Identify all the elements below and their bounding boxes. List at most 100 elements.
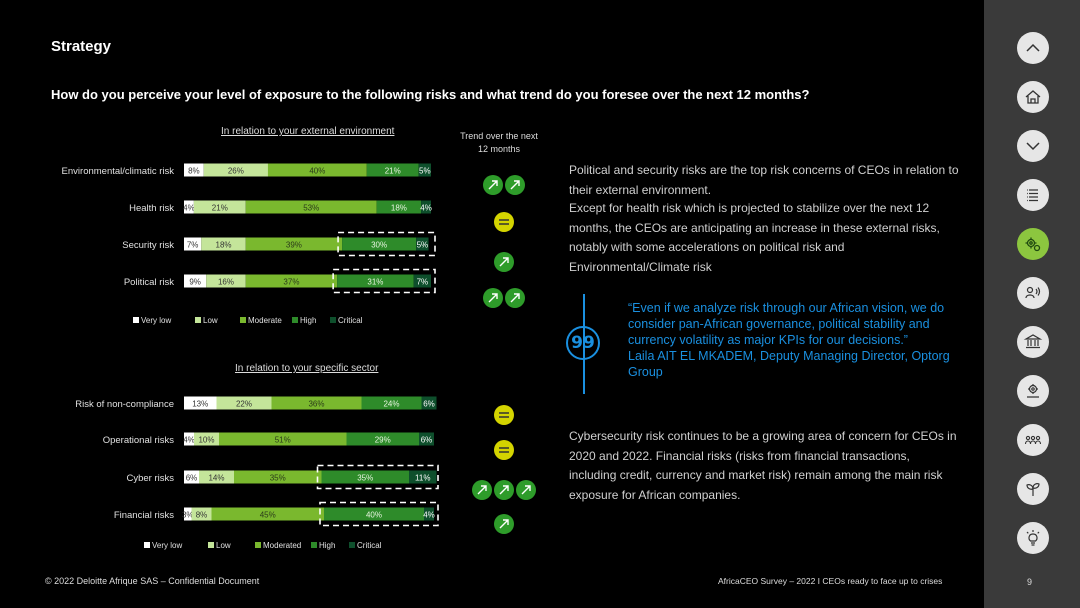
data-label: 31% — [367, 278, 383, 287]
bar-segment — [267, 163, 367, 177]
bar-segment — [346, 432, 419, 446]
data-label: 3% — [182, 511, 194, 520]
lightbulb-icon — [1026, 530, 1040, 546]
sprout-icon — [1026, 483, 1040, 496]
bar-segment — [199, 470, 234, 484]
footer-copyright: © 2022 Deloitte Afrique SAS – Confidenti… — [45, 576, 260, 586]
section-title: Strategy — [51, 38, 112, 55]
legend-label: Critical — [338, 316, 363, 325]
chart-sector: Risk of non-compliance 13% 22% 36% 24% 6% Oper… — [75, 396, 536, 550]
data-label: 16% — [218, 278, 234, 287]
bar-segment — [376, 200, 422, 214]
trend-up-arrow — [510, 180, 520, 190]
bar-segment — [219, 432, 347, 446]
bar-segment — [245, 274, 338, 288]
list-icon — [1027, 189, 1038, 202]
data-label: 8% — [196, 511, 208, 520]
ceo-quote: “Even if we analyze risk through our Afr… — [628, 300, 958, 380]
speaker-person-icon — [1025, 286, 1041, 299]
data-label: 53% — [303, 204, 319, 213]
data-label: 35% — [357, 474, 373, 483]
category-label: Health risk — [129, 203, 174, 214]
bar-segment — [337, 274, 414, 288]
bar-segment — [324, 507, 424, 521]
legend-label: High — [300, 316, 316, 325]
legend-swatch — [330, 317, 336, 323]
bar-segment — [271, 396, 362, 410]
bar-segment — [184, 507, 192, 521]
bar-segment — [216, 396, 272, 410]
category-label: Financial risks — [114, 510, 174, 521]
data-label: 21% — [385, 167, 401, 176]
legend-swatch — [311, 542, 317, 548]
data-label: 18% — [216, 241, 232, 250]
contents-button[interactable] — [1017, 179, 1049, 211]
data-label: 40% — [309, 167, 325, 176]
institutions-button[interactable] — [1017, 326, 1049, 358]
cog-hand-icon — [1027, 384, 1039, 398]
data-label: 4% — [420, 204, 432, 213]
people-button[interactable] — [1017, 277, 1049, 309]
legend-swatch — [240, 317, 246, 323]
chart-external: Environmental/climatic risk 8% 26% 40% 21% 5%… — [62, 163, 525, 325]
home-icon — [1025, 90, 1041, 104]
data-label: 24% — [383, 400, 399, 409]
scroll-down-button[interactable] — [1017, 130, 1049, 162]
chevron-up-icon — [1026, 43, 1040, 52]
bar-segment — [245, 237, 343, 251]
trend-up-arrow — [510, 293, 520, 303]
category-label: Environmental/climatic risk — [62, 166, 175, 177]
trend-stable-icon — [494, 440, 514, 460]
paragraph-cyber-financial: Cybersecurity risk continues to be a gro… — [569, 429, 957, 502]
technology-button[interactable] — [1017, 375, 1049, 407]
trend-up-arrow — [521, 485, 531, 495]
data-label: 4% — [183, 204, 195, 213]
sustainability-button[interactable] — [1017, 473, 1049, 505]
strategy-button[interactable] — [1017, 228, 1049, 260]
data-label: 39% — [286, 241, 302, 250]
data-label: 7% — [187, 241, 199, 250]
trend-stable-icon — [494, 405, 514, 425]
bar-segment — [206, 274, 246, 288]
innovation-button[interactable] — [1017, 522, 1049, 554]
legend-label: Low — [216, 541, 231, 550]
trend-up-arrow — [488, 180, 498, 190]
bar-segment — [184, 396, 217, 410]
highlight-box — [316, 464, 439, 490]
data-label: 5% — [419, 167, 431, 176]
data-label: 51% — [275, 436, 291, 445]
category-label: Operational risks — [103, 435, 175, 446]
data-label: 14% — [208, 474, 224, 483]
highlight-box — [332, 268, 436, 294]
quote-body: “Even if we analyze risk through our Afr… — [628, 301, 945, 347]
category-label: Security risk — [122, 240, 174, 251]
data-label: 8% — [188, 167, 200, 176]
page-number: 9 — [1027, 577, 1033, 587]
legend-label: High — [319, 541, 335, 550]
trend-up-arrow — [477, 485, 487, 495]
data-label: 29% — [375, 436, 391, 445]
bar-segment — [361, 396, 422, 410]
scroll-up-button[interactable] — [1017, 32, 1049, 64]
paragraph-health-trend: Except for health risk which is projecte… — [569, 201, 940, 274]
data-label: 6% — [423, 400, 435, 409]
community-button[interactable] — [1017, 424, 1049, 456]
data-label: 45% — [260, 511, 276, 520]
survey-question: How do you perceive your level of exposu… — [51, 87, 810, 102]
highlight-box — [319, 501, 439, 527]
legend-label: Very low — [141, 316, 171, 325]
quote-author: Laila AIT EL MKADEM, Deputy Managing Dir… — [628, 349, 950, 379]
bar-segment — [342, 237, 417, 251]
home-button[interactable] — [1017, 81, 1049, 113]
legend-swatch — [292, 317, 298, 323]
bar-segment — [418, 163, 431, 177]
bar-segment — [211, 507, 324, 521]
legend-label: Moderated — [263, 541, 301, 550]
data-label: 37% — [283, 278, 299, 287]
bar-segment — [424, 507, 434, 521]
bank-icon — [1023, 334, 1043, 349]
data-label: 6% — [186, 474, 198, 483]
legend-label: Very low — [152, 541, 182, 550]
trend-stable-equals — [499, 219, 509, 225]
data-label: 26% — [228, 167, 244, 176]
